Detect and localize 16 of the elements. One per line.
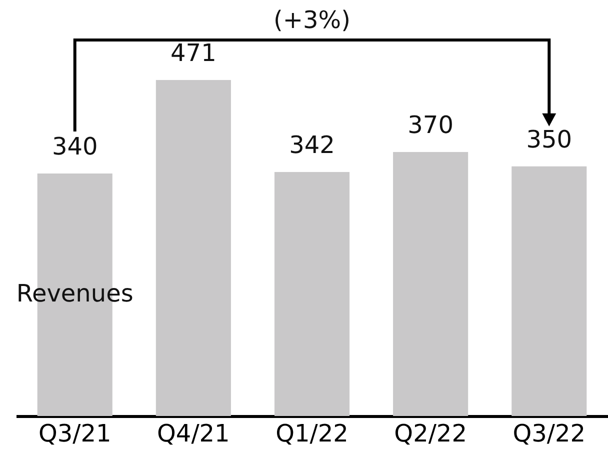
bar [512, 166, 587, 416]
x-tick-label: Q4/21 [157, 420, 230, 448]
bar [393, 152, 468, 416]
x-tick-label: Q2/22 [394, 420, 467, 448]
series-label: Revenues [16, 280, 134, 308]
text: (+3%) [274, 6, 350, 34]
bar [156, 80, 231, 416]
data-label: 342 [289, 131, 335, 160]
data-label: 471 [170, 39, 216, 67]
data-label: 340 [52, 132, 98, 160]
data-label: 370 [408, 111, 454, 140]
x-tick-label: Q3/21 [38, 420, 112, 448]
x-tick-label: Q3/22 [512, 420, 586, 448]
data-label: 350 [526, 125, 572, 154]
x-tick-label: Q1/22 [276, 420, 348, 448]
bar [274, 172, 350, 416]
